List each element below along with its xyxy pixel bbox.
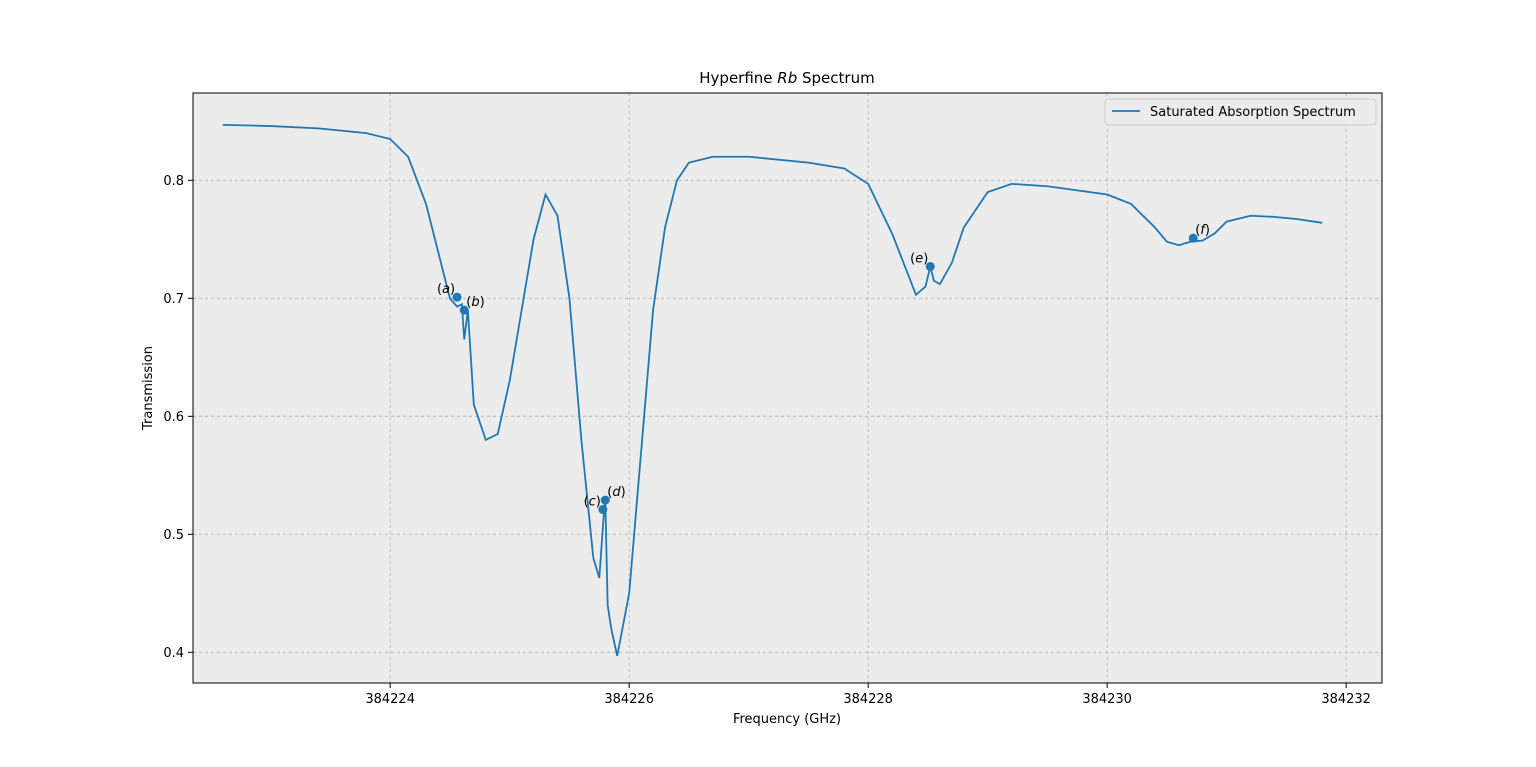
series-line-saturated-absorption [222, 123, 1323, 657]
legend-box [1104, 98, 1377, 126]
y-tick-label: 0.5 [163, 528, 184, 543]
y-axis-title: Transmission [141, 346, 156, 431]
y-tick-label: 0.6 [163, 410, 184, 425]
marker-label-d: (d) [607, 485, 625, 500]
legend: Saturated Absorption Spectrum [1104, 98, 1377, 126]
chart-title: Hyperfine Rb Spectrum [699, 69, 874, 87]
marker-point-c [598, 505, 608, 515]
plot-background [193, 93, 1382, 683]
marker-label-f: (f) [1195, 223, 1210, 238]
marker-point-b [459, 305, 469, 315]
grid [193, 93, 1382, 683]
x-tick-label: 384224 [365, 692, 415, 707]
marker-group: (a) (b) (c) (d) (e) (f) [437, 223, 1210, 515]
y-tick-label: 0.4 [163, 646, 184, 661]
marker-point-f [1188, 233, 1198, 243]
chart-title-italic: Rb [777, 69, 797, 87]
y-tick-label: 0.7 [163, 292, 184, 307]
x-tick-label: 384228 [843, 692, 893, 707]
marker-label-e: (e) [910, 251, 928, 266]
legend-label: Saturated Absorption Spectrum [1150, 105, 1356, 120]
x-tick-label: 384226 [604, 692, 654, 707]
marker-label-a: (a) [437, 282, 455, 297]
marker-point-a [452, 292, 462, 302]
y-axis-ticks: 0.4 0.5 0.6 0.7 0.8 [163, 174, 193, 661]
x-axis-title: Frequency (GHz) [733, 712, 841, 727]
x-axis-ticks: 384224 384226 384228 384230 384232 [365, 683, 1371, 707]
chart-title-prefix: Hyperfine [699, 69, 777, 87]
plot-frame [192, 92, 1383, 684]
marker-point-d [600, 495, 610, 505]
marker-label-c: (c) [584, 495, 601, 510]
marker-point-e [925, 261, 935, 271]
chart-title-suffix: Spectrum [797, 69, 874, 87]
y-tick-label: 0.8 [163, 174, 184, 189]
marker-label-b: (b) [466, 295, 484, 310]
x-tick-label: 384232 [1321, 692, 1371, 707]
x-tick-label: 384230 [1082, 692, 1132, 707]
